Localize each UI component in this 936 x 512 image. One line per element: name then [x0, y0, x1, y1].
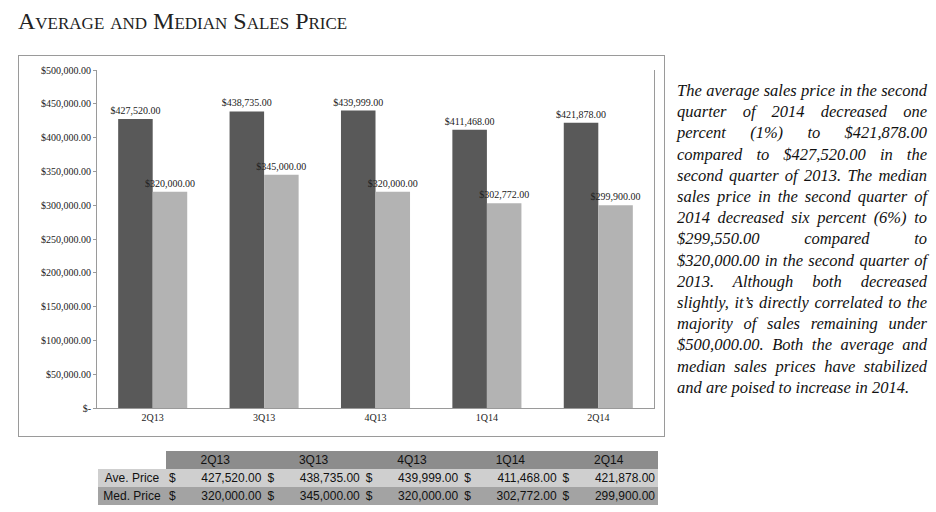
svg-text:$302,772.00: $302,772.00 — [479, 189, 529, 200]
html-text:345,000.00: 345,000.00 — [299, 489, 360, 503]
html-text:320,000.00: 320,000.00 — [201, 489, 262, 503]
html-text:320,000.00: 320,000.00 — [398, 489, 459, 503]
svg-text:$100,000.00: $100,000.00 — [41, 335, 91, 346]
html-text:439,999.00: 439,999.00 — [398, 471, 459, 485]
svg-text:$439,999.00: $439,999.00 — [333, 97, 383, 108]
svg-text:$299,900.00: $299,900.00 — [591, 191, 641, 202]
svg-text:$427,520.00: $427,520.00 — [110, 105, 160, 116]
html-text:421,878.00: 421,878.00 — [594, 471, 655, 485]
html-text:Med. Price: Med. Price — [103, 489, 161, 503]
svg-text:$200,000.00: $200,000.00 — [41, 267, 91, 278]
html-text:299,900.00: 299,900.00 — [594, 489, 655, 503]
svg-text:$350,000.00: $350,000.00 — [41, 166, 91, 177]
svg-text:$500,000.00: $500,000.00 — [41, 65, 91, 76]
html-text:The average sales price in the: The average sales price in the second qu… — [677, 81, 927, 397]
html-text:411,468.00: 411,468.00 — [497, 471, 557, 485]
svg-text:$345,000.00: $345,000.00 — [256, 161, 306, 172]
html-text:4Q13: 4Q13 — [397, 453, 427, 467]
svg-text:$421,878.00: $421,878.00 — [556, 109, 606, 120]
svg-text:$320,000.00: $320,000.00 — [368, 178, 418, 189]
html-text:438,735.00: 438,735.00 — [299, 471, 360, 485]
html-text:427,520.00: 427,520.00 — [201, 471, 262, 485]
html-text:2Q14: 2Q14 — [594, 453, 624, 467]
svg-text:4Q13: 4Q13 — [364, 412, 386, 423]
html-text:Ave. Price: Ave. Price — [104, 471, 160, 485]
svg-text:3Q13: 3Q13 — [253, 412, 275, 423]
svg-text:$320,000.00: $320,000.00 — [145, 178, 195, 189]
svg-text:$450,000.00: $450,000.00 — [41, 98, 91, 109]
html-text:3Q13: 3Q13 — [298, 453, 329, 467]
svg-text:$250,000.00: $250,000.00 — [41, 234, 91, 245]
svg-text:$400,000.00: $400,000.00 — [41, 132, 91, 143]
svg-text:2Q14: 2Q14 — [587, 412, 609, 423]
html-text:2Q13: 2Q13 — [200, 453, 230, 467]
html-text:1Q14: 1Q14 — [495, 453, 525, 467]
html-text:Average and Median Sales Price: Average and Median Sales Price — [18, 8, 348, 34]
svg-text:$50,000.00: $50,000.00 — [46, 369, 91, 380]
svg-text:$411,468.00: $411,468.00 — [445, 116, 495, 127]
html-text:302,772.00: 302,772.00 — [496, 489, 557, 503]
svg-text:2Q13: 2Q13 — [142, 412, 164, 423]
svg-text:1Q14: 1Q14 — [476, 412, 498, 423]
svg-text:$438,735.00: $438,735.00 — [222, 97, 272, 108]
svg-text:$150,000.00: $150,000.00 — [41, 301, 91, 312]
svg-text:$-: $- — [83, 403, 91, 414]
svg-text:$300,000.00: $300,000.00 — [41, 200, 91, 211]
